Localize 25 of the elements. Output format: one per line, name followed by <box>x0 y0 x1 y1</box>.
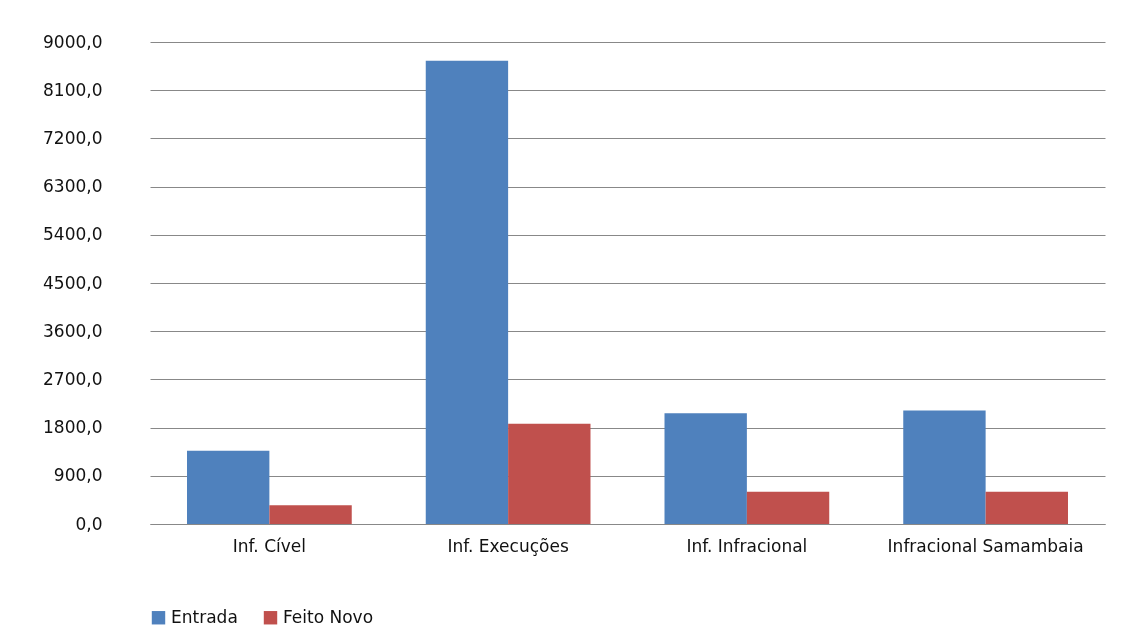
bar <box>187 450 270 524</box>
bar <box>425 60 509 524</box>
x-tick-label: Inf. Infracional <box>686 535 808 556</box>
x-tick-label: Inf. Cível <box>232 535 306 556</box>
y-tick-label: 4500,0 <box>43 272 103 293</box>
x-tick-label: Infracional Samambaia <box>887 535 1084 556</box>
y-tick-label: 8100,0 <box>43 79 103 100</box>
bar <box>664 413 747 524</box>
legend-label: Entrada <box>171 606 238 627</box>
y-tick-label: 900,0 <box>53 465 103 486</box>
y-tick-label: 5400,0 <box>43 224 103 245</box>
y-tick-label: 7200,0 <box>43 127 103 148</box>
bar <box>985 491 1068 524</box>
bar <box>903 410 986 524</box>
y-tick-label: 1800,0 <box>43 417 103 438</box>
y-tick-label: 3600,0 <box>43 320 103 341</box>
y-tick-label: 0,0 <box>75 513 103 534</box>
x-tick-label: Inf. Execuções <box>447 535 569 556</box>
bar <box>269 505 352 524</box>
y-tick-label: 2700,0 <box>43 368 103 389</box>
y-tick-label: 9000,0 <box>43 31 103 52</box>
y-tick-label: 6300,0 <box>43 176 103 197</box>
bar <box>746 491 830 524</box>
bar <box>508 423 591 524</box>
legend-label: Feito Novo <box>283 606 374 627</box>
